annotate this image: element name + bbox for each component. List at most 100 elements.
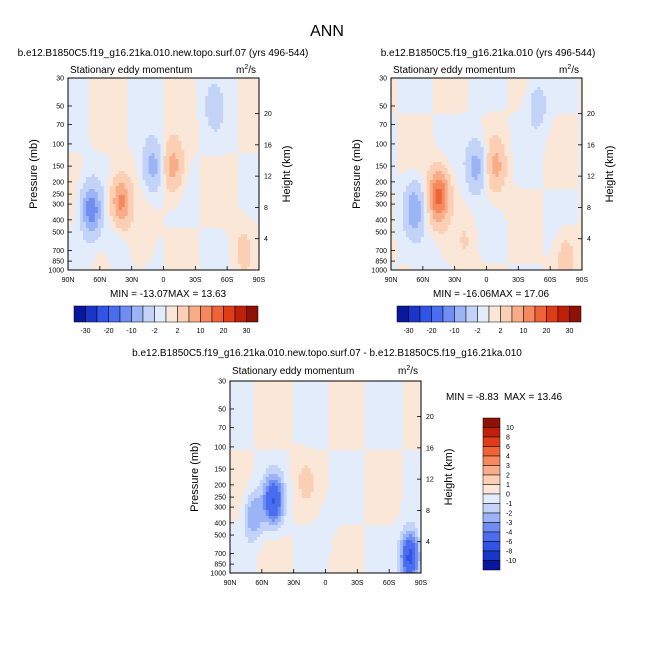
- field-cell: [82, 186, 87, 190]
- field-cell: [109, 81, 114, 85]
- field-cell: [148, 258, 152, 262]
- field-cell: [148, 243, 152, 247]
- field-cell: [148, 147, 152, 151]
- field-cell: [235, 102, 239, 106]
- field-cell: [157, 180, 161, 184]
- field-cell: [148, 117, 152, 121]
- field-cell: [166, 96, 170, 100]
- field-cell: [220, 108, 224, 112]
- field-cell: [414, 246, 419, 250]
- field-cell: [211, 90, 215, 94]
- field-cell: [199, 138, 203, 142]
- field-cell: [235, 183, 239, 187]
- field-cell: [130, 132, 135, 136]
- field-cell: [187, 105, 191, 109]
- field-cell: [160, 192, 164, 196]
- field-cell: [139, 177, 144, 181]
- field-cell: [91, 237, 96, 241]
- field-cell: [408, 267, 413, 271]
- field-cell: [229, 84, 233, 88]
- field-cell: [118, 201, 123, 205]
- field-cell: [196, 225, 200, 229]
- field-cell: [115, 126, 120, 130]
- field-cell: [393, 153, 398, 157]
- field-cell: [172, 225, 176, 229]
- field-cell: [79, 78, 84, 82]
- field-cell: [408, 249, 413, 253]
- field-cell: [423, 231, 428, 235]
- field-cell: [85, 225, 90, 229]
- field-cell: [402, 174, 407, 178]
- field-cell: [136, 144, 141, 148]
- field-cell: [106, 111, 111, 115]
- field-cell: [205, 222, 209, 226]
- field-cell: [396, 183, 401, 187]
- field-cell: [103, 195, 108, 199]
- field-cell: [217, 102, 221, 106]
- field-cell: [211, 150, 215, 154]
- field-cell: [405, 216, 410, 220]
- field-cell: [187, 249, 191, 253]
- field-cell: [256, 255, 260, 259]
- field-cell: [235, 150, 239, 154]
- field-cell: [139, 144, 144, 148]
- field-cell: [85, 159, 90, 163]
- field-cell: [130, 228, 135, 232]
- field-cell: [118, 153, 123, 157]
- field-cell: [70, 108, 75, 112]
- field-cell: [208, 252, 212, 256]
- field-cell: [130, 219, 135, 223]
- field-cell: [109, 93, 114, 97]
- field-cell: [97, 249, 102, 253]
- field-cell: [127, 120, 132, 124]
- field-cell: [253, 129, 257, 133]
- field-cell: [241, 219, 245, 223]
- field-cell: [417, 174, 422, 178]
- field-cell: [199, 228, 203, 232]
- field-cell: [420, 258, 425, 262]
- field-cell: [226, 225, 230, 229]
- field-cell: [130, 243, 135, 247]
- field-cell: [238, 198, 242, 202]
- field-cell: [121, 126, 126, 130]
- field-cell: [420, 132, 425, 136]
- field-cell: [241, 93, 245, 97]
- field-cell: [124, 93, 129, 97]
- field-cell: [68, 225, 72, 229]
- field-cell: [238, 258, 242, 262]
- field-cell: [160, 258, 164, 262]
- field-cell: [193, 249, 197, 253]
- field-cell: [121, 261, 126, 265]
- field-cell: [100, 93, 105, 97]
- field-cell: [133, 234, 138, 238]
- field-cell: [202, 258, 206, 262]
- field-cell: [402, 78, 407, 82]
- field-cell: [175, 123, 179, 127]
- field-cell: [241, 261, 245, 265]
- field-cell: [184, 93, 188, 97]
- field-cell: [70, 186, 75, 190]
- field-cell: [217, 108, 221, 112]
- field-cell: [223, 225, 227, 229]
- field-cell: [196, 237, 200, 241]
- field-cell: [184, 174, 188, 178]
- field-cell: [139, 255, 144, 259]
- panel-control: b.e12.B1850C5.f19_g16.21ka.010 (yrs 496-…: [351, 48, 616, 300]
- field-cell: [172, 267, 176, 271]
- field-cell: [196, 81, 200, 85]
- field-cell: [139, 222, 144, 226]
- field-cell: [145, 216, 149, 220]
- field-cell: [417, 177, 422, 181]
- field-cell: [184, 87, 188, 91]
- field-cell: [127, 267, 132, 271]
- field-cell: [157, 84, 161, 88]
- field-cell: [238, 153, 242, 157]
- field-cell: [97, 108, 102, 112]
- field-cell: [169, 201, 173, 205]
- field-cell: [127, 243, 132, 247]
- field-cell: [208, 216, 212, 220]
- field-cell: [199, 216, 203, 220]
- field-cell: [417, 222, 422, 226]
- field-cell: [139, 108, 144, 112]
- field-cell: [196, 261, 200, 265]
